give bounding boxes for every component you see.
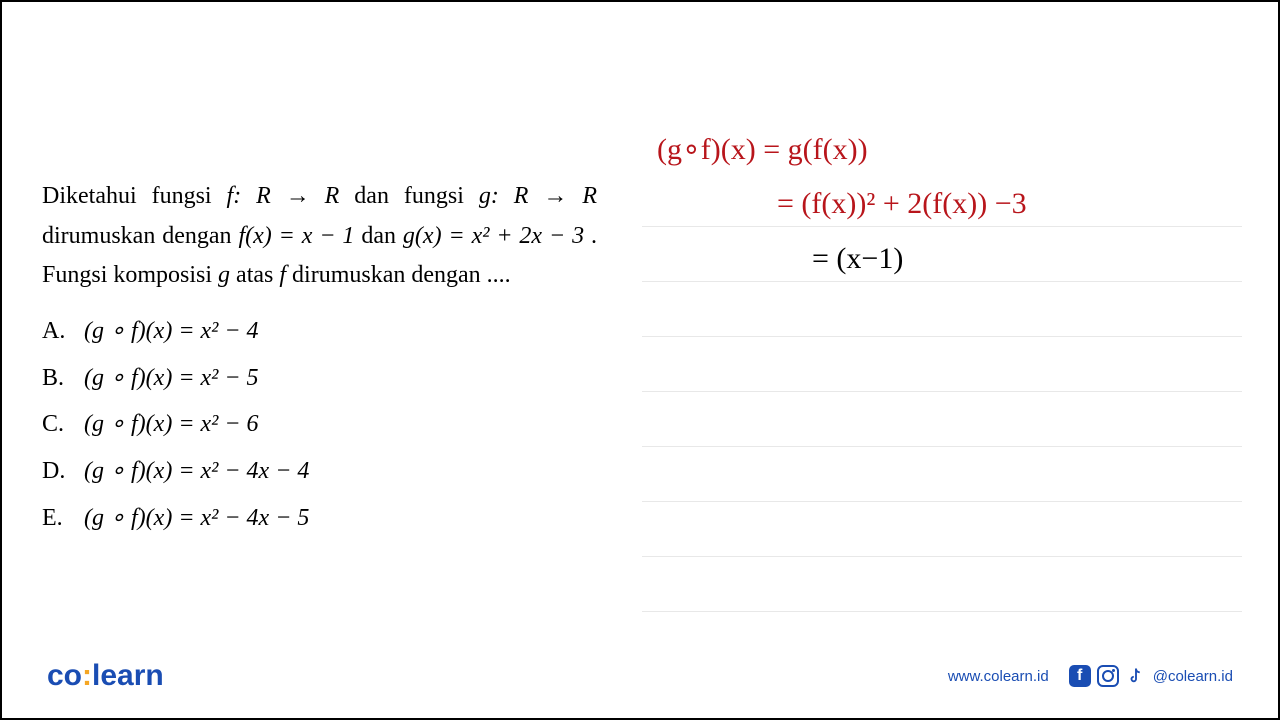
notebook-lines [642, 172, 1242, 612]
logo-learn: learn [92, 659, 164, 692]
logo-co: co [47, 659, 82, 692]
option-d: D. (g ∘ f)(x) = x² − 4x − 4 [42, 448, 597, 495]
math-expr: f(x) = x − 1 [238, 223, 354, 249]
math-expr: g: R → [479, 183, 568, 209]
question-panel: Diketahui fungsi f: R → R dan fungsi g: … [42, 177, 597, 542]
option-c: C. (g ∘ f)(x) = x² − 6 [42, 401, 597, 448]
option-letter: C. [42, 401, 84, 448]
footer-right: www.colearn.id f @colearn.id [948, 665, 1233, 687]
tiktok-icon [1125, 665, 1147, 687]
social-handle: @colearn.id [1153, 668, 1233, 685]
handwriting-line-1: (g∘f)(x) = g(f(x)) [657, 132, 868, 167]
text-segment: Diketahui fungsi [42, 183, 227, 209]
math-expr: g [218, 262, 230, 288]
option-letter: B. [42, 355, 84, 402]
text-segment: dan fungsi [339, 183, 479, 209]
option-a: A. (g ∘ f)(x) = x² − 4 [42, 308, 597, 355]
option-e: E. (g ∘ f)(x) = x² − 4x − 5 [42, 495, 597, 542]
instagram-icon [1097, 665, 1119, 687]
option-formula: (g ∘ f)(x) = x² − 5 [84, 355, 259, 402]
footer: co:learn www.colearn.id f @colearn.id [2, 659, 1278, 693]
text-segment: dirumuskan dengan .... [286, 262, 511, 288]
text-segment: atas [236, 262, 279, 288]
math-expr: f: R → R [227, 183, 340, 209]
text-segment: dirumuskan dengan [42, 223, 238, 249]
social-links: f @colearn.id [1069, 665, 1233, 687]
logo-dot: : [82, 659, 92, 692]
text-segment: dan [354, 223, 396, 249]
option-letter: D. [42, 448, 84, 495]
math-expr: R [582, 183, 597, 209]
option-formula: (g ∘ f)(x) = x² − 4x − 4 [84, 448, 309, 495]
option-formula: (g ∘ f)(x) = x² − 6 [84, 401, 259, 448]
option-letter: A. [42, 308, 84, 355]
option-b: B. (g ∘ f)(x) = x² − 5 [42, 355, 597, 402]
question-text: Diketahui fungsi f: R → R dan fungsi g: … [42, 177, 597, 296]
website-url: www.colearn.id [948, 668, 1049, 685]
option-letter: E. [42, 495, 84, 542]
handwriting-line-3: = (x−1) [812, 242, 903, 276]
logo: co:learn [47, 659, 164, 693]
math-expr: g(x) = x² + 2x − 3 [403, 223, 584, 249]
handwriting-line-2: = (f(x))² + 2(f(x)) −3 [777, 187, 1027, 221]
facebook-icon: f [1069, 665, 1091, 687]
option-formula: (g ∘ f)(x) = x² − 4 [84, 308, 259, 355]
options-list: A. (g ∘ f)(x) = x² − 4 B. (g ∘ f)(x) = x… [42, 308, 597, 542]
option-formula: (g ∘ f)(x) = x² − 4x − 5 [84, 495, 309, 542]
